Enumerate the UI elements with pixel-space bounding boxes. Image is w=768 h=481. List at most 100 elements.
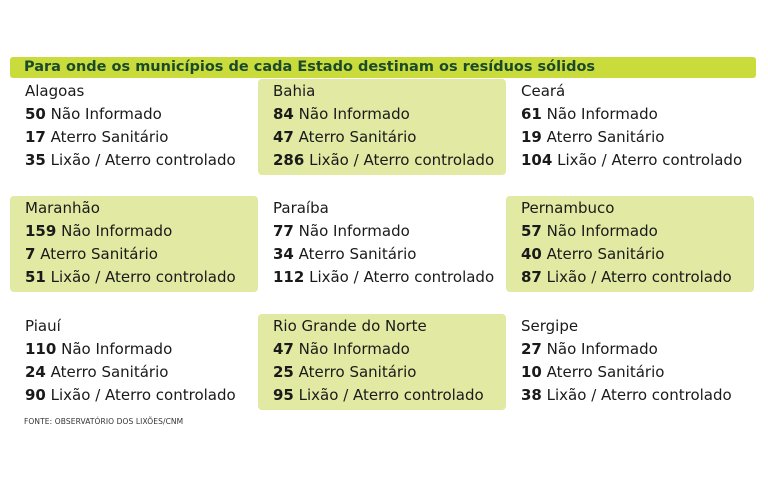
- stat-label: Aterro Sanitário: [298, 363, 417, 381]
- stat-row: 40 Aterro Sanitário: [521, 243, 754, 266]
- stat-value: 87: [521, 268, 542, 286]
- stat-value: 57: [521, 222, 542, 240]
- stat-row: 19 Aterro Sanitário: [521, 126, 754, 149]
- stat-value: 112: [273, 268, 305, 286]
- stat-row: 38 Lixão / Aterro controlado: [521, 384, 754, 407]
- stat-row: 50 Não Informado: [25, 103, 258, 126]
- stat-label: Aterro Sanitário: [40, 245, 158, 263]
- stat-value: 35: [25, 151, 46, 169]
- stat-label: Lixão / Aterro controlado: [309, 268, 495, 286]
- stat-value: 286: [273, 151, 305, 169]
- state-name: Bahia: [273, 82, 316, 100]
- state-name: Sergipe: [521, 317, 579, 335]
- stat-value: 110: [25, 340, 57, 358]
- stat-row: 27 Não Informado: [521, 338, 754, 361]
- stat-label: Lixão / Aterro controlado: [546, 268, 732, 286]
- stat-label: Aterro Sanitário: [50, 363, 169, 381]
- stat-value: 17: [25, 128, 46, 146]
- state-card: Alagoas 50 Não Informado 17 Aterro Sanit…: [10, 79, 258, 175]
- stat-row: 61 Não Informado: [521, 103, 754, 126]
- stat-label: Não Informado: [298, 222, 410, 240]
- stat-row: 286 Lixão / Aterro controlado: [273, 149, 506, 172]
- stat-label: Não Informado: [298, 340, 410, 358]
- state-name: Ceará: [521, 82, 566, 100]
- state-card: Bahia 84 Não Informado 47 Aterro Sanitár…: [258, 79, 506, 175]
- stat-label: Aterro Sanitário: [546, 128, 665, 146]
- stat-row: 34 Aterro Sanitário: [273, 243, 506, 266]
- stat-row: 25 Aterro Sanitário: [273, 361, 506, 384]
- state-name: Piauí: [25, 317, 61, 335]
- stat-label: Lixão / Aterro controlado: [50, 386, 236, 404]
- stat-label: Lixão / Aterro controlado: [50, 151, 236, 169]
- stat-label: Não Informado: [61, 222, 173, 240]
- stat-row: 95 Lixão / Aterro controlado: [273, 384, 506, 407]
- stat-value: 104: [521, 151, 553, 169]
- state-name: Maranhão: [25, 199, 100, 217]
- stat-row: 110 Não Informado: [25, 338, 258, 361]
- stat-label: Lixão / Aterro controlado: [50, 268, 236, 286]
- stat-value: 90: [25, 386, 46, 404]
- stat-row: 57 Não Informado: [521, 220, 754, 243]
- state-name: Paraíba: [273, 199, 329, 217]
- stat-row: 51 Lixão / Aterro controlado: [25, 266, 258, 289]
- stat-label: Não Informado: [298, 105, 410, 123]
- stat-value: 10: [521, 363, 542, 381]
- stat-value: 84: [273, 105, 294, 123]
- state-card: Piauí 110 Não Informado 24 Aterro Sanitá…: [10, 314, 258, 410]
- stat-value: 27: [521, 340, 542, 358]
- stat-row: 7 Aterro Sanitário: [25, 243, 258, 266]
- page-title: Para onde os municípios de cada Estado d…: [24, 59, 596, 75]
- stat-row: 104 Lixão / Aterro controlado: [521, 149, 754, 172]
- source-note: FONTE: OBSERVATÓRIO DOS LIXÕES/CNM: [24, 417, 184, 426]
- state-name: Pernambuco: [521, 199, 615, 217]
- stat-label: Lixão / Aterro controlado: [309, 151, 495, 169]
- state-card: Ceará 61 Não Informado 19 Aterro Sanitár…: [506, 79, 754, 175]
- stat-value: 40: [521, 245, 542, 263]
- stat-label: Aterro Sanitário: [298, 128, 417, 146]
- stat-value: 38: [521, 386, 542, 404]
- stat-label: Lixão / Aterro controlado: [298, 386, 484, 404]
- stat-row: 159 Não Informado: [25, 220, 258, 243]
- stat-row: 10 Aterro Sanitário: [521, 361, 754, 384]
- stat-label: Não Informado: [546, 222, 658, 240]
- stat-row: 24 Aterro Sanitário: [25, 361, 258, 384]
- title-bar: Para onde os municípios de cada Estado d…: [10, 57, 756, 78]
- stat-row: 112 Lixão / Aterro controlado: [273, 266, 506, 289]
- stat-value: 34: [273, 245, 294, 263]
- stat-value: 95: [273, 386, 294, 404]
- stat-label: Lixão / Aterro controlado: [546, 386, 732, 404]
- state-name: Rio Grande do Norte: [273, 317, 427, 335]
- state-name: Alagoas: [25, 82, 85, 100]
- stat-row: 84 Não Informado: [273, 103, 506, 126]
- state-card: Paraíba 77 Não Informado 34 Aterro Sanit…: [258, 196, 506, 292]
- stat-row: 47 Aterro Sanitário: [273, 126, 506, 149]
- stat-row: 77 Não Informado: [273, 220, 506, 243]
- state-card: Maranhão 159 Não Informado 7 Aterro Sani…: [10, 196, 258, 292]
- stat-label: Não Informado: [546, 105, 658, 123]
- stat-value: 19: [521, 128, 542, 146]
- stat-value: 7: [25, 245, 36, 263]
- stat-label: Aterro Sanitário: [298, 245, 417, 263]
- stat-value: 51: [25, 268, 46, 286]
- stat-row: 35 Lixão / Aterro controlado: [25, 149, 258, 172]
- stat-value: 47: [273, 340, 294, 358]
- stat-row: 90 Lixão / Aterro controlado: [25, 384, 258, 407]
- stat-label: Aterro Sanitário: [50, 128, 169, 146]
- state-card: Sergipe 27 Não Informado 10 Aterro Sanit…: [506, 314, 754, 410]
- stat-value: 50: [25, 105, 46, 123]
- stat-label: Aterro Sanitário: [546, 245, 665, 263]
- stat-row: 47 Não Informado: [273, 338, 506, 361]
- stat-row: 87 Lixão / Aterro controlado: [521, 266, 754, 289]
- stat-value: 25: [273, 363, 294, 381]
- stat-value: 24: [25, 363, 46, 381]
- stat-label: Aterro Sanitário: [546, 363, 665, 381]
- stat-value: 77: [273, 222, 294, 240]
- state-card: Rio Grande do Norte 47 Não Informado 25 …: [258, 314, 506, 410]
- stat-label: Lixão / Aterro controlado: [557, 151, 743, 169]
- stat-row: 17 Aterro Sanitário: [25, 126, 258, 149]
- state-card: Pernambuco 57 Não Informado 40 Aterro Sa…: [506, 196, 754, 292]
- stat-label: Não Informado: [61, 340, 173, 358]
- stat-value: 47: [273, 128, 294, 146]
- stat-value: 61: [521, 105, 542, 123]
